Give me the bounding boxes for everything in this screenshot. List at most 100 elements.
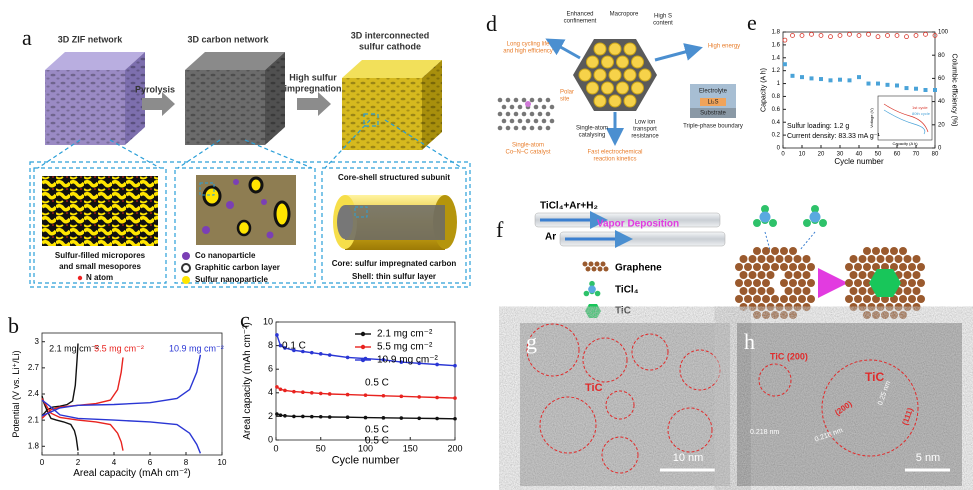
pore (616, 81, 629, 95)
carbon-atom (521, 125, 527, 131)
marker (275, 385, 279, 389)
x-tick-label: 0 (781, 152, 785, 158)
y2-tick-label: 60 (938, 76, 945, 82)
plane-label: TiC (200) (770, 351, 808, 361)
y-tick-label: 1.4 (772, 55, 781, 61)
carbon-atom (744, 263, 752, 271)
x-tick-label: 40 (856, 152, 863, 158)
carbon-atom (903, 255, 912, 263)
carbon-atom (863, 263, 871, 271)
carbon-atom (899, 263, 907, 271)
y-tick-label: 0.2 (772, 133, 781, 139)
carbon-atom (753, 295, 761, 303)
marker (782, 37, 788, 43)
heading: 3D carbon network (187, 34, 269, 44)
legend-text: 5.5 mg cm⁻² (377, 342, 433, 353)
pore (608, 42, 622, 56)
carbon-atom (744, 279, 752, 287)
inset-axis-label: Capacity (A h) (892, 141, 918, 146)
y-tick-label: 1.8 (28, 441, 40, 450)
label: Enhanced (566, 12, 593, 18)
marker (327, 353, 332, 357)
carbon-atom (903, 287, 912, 295)
cl-atom (589, 280, 595, 287)
panel-label: e (747, 10, 757, 35)
legend-text: Graphene (615, 263, 662, 274)
marker (292, 389, 296, 394)
carbon-atom (890, 247, 898, 255)
marker (799, 33, 805, 38)
marker (453, 363, 457, 368)
marker (345, 355, 350, 360)
caption: Shell: thin sulfur layer (352, 272, 436, 281)
carbon-atom (766, 255, 775, 263)
carbon-atom (793, 271, 802, 279)
cl-atom (819, 219, 827, 227)
caption: N atom (86, 273, 113, 282)
carbon-atom (854, 279, 862, 287)
carbon-atom (744, 295, 752, 303)
carbon-atom (789, 295, 797, 303)
carbon-atom (863, 279, 871, 287)
series-label: 2.1 mg cm⁻² (49, 343, 99, 353)
carbon-atom (807, 279, 815, 287)
carbon-atom (739, 287, 748, 295)
scale-label: 5 nm (916, 452, 940, 464)
carbon-atom (517, 118, 523, 124)
ti-atom (809, 211, 821, 223)
carbon-atom (497, 125, 503, 131)
heading: sulfur cathode (359, 41, 421, 51)
carbon-atom (845, 263, 853, 271)
marker (327, 392, 332, 396)
carbon-atom (872, 311, 880, 319)
carbon-atom (798, 295, 806, 303)
carbon-atom (858, 303, 867, 311)
graphene-icon (594, 261, 600, 267)
marker (818, 33, 824, 38)
cl-atom (803, 219, 811, 227)
marker (904, 86, 909, 91)
y-tick-label: 2.1 (28, 415, 40, 424)
carbon-atom (858, 255, 867, 263)
spacing-label: 0.218 nm (750, 429, 779, 436)
series-label: 10.9 mg cm⁻² (169, 343, 224, 353)
carbon-atom (521, 97, 527, 103)
carbon-atom (753, 247, 761, 255)
label: High energy (708, 44, 740, 50)
marker (318, 414, 323, 419)
carbon-atom (513, 125, 519, 131)
carbon-atom (876, 255, 885, 263)
marker (327, 415, 332, 419)
cl-atom (753, 219, 761, 227)
y-axis-label: Capacity (A h) (761, 68, 768, 112)
carbon-atom (739, 255, 748, 263)
marker (782, 62, 787, 67)
graphene-icon (603, 266, 609, 272)
carbon-atom (802, 287, 811, 295)
carbon-atom (784, 271, 793, 279)
carbon-atom (798, 263, 806, 271)
carbon-atom (780, 263, 788, 271)
marker (417, 416, 422, 421)
annotation: 0.5 C (365, 378, 389, 389)
x-tick-label: 80 (932, 152, 939, 158)
y-tick-label: 1 (777, 81, 781, 87)
label: Co–N–C catalyst (505, 150, 550, 156)
arrow-label: Pyrolysis (135, 84, 175, 94)
label: High S (654, 14, 672, 20)
carbon-atom (748, 303, 757, 311)
marker (875, 34, 881, 40)
x-tick-label: 8 (184, 458, 189, 467)
marker (381, 393, 386, 398)
marker (923, 31, 928, 37)
pore (623, 68, 637, 82)
y2-tick-label: 40 (938, 99, 945, 105)
x-tick-label: 50 (316, 443, 326, 453)
carbon-atom (766, 271, 775, 279)
carbon-atom (762, 279, 770, 287)
marker (278, 387, 283, 392)
marker (301, 390, 305, 395)
x-tick-label: 0 (273, 443, 278, 453)
marker (310, 414, 314, 419)
carbon-atom (775, 255, 784, 263)
